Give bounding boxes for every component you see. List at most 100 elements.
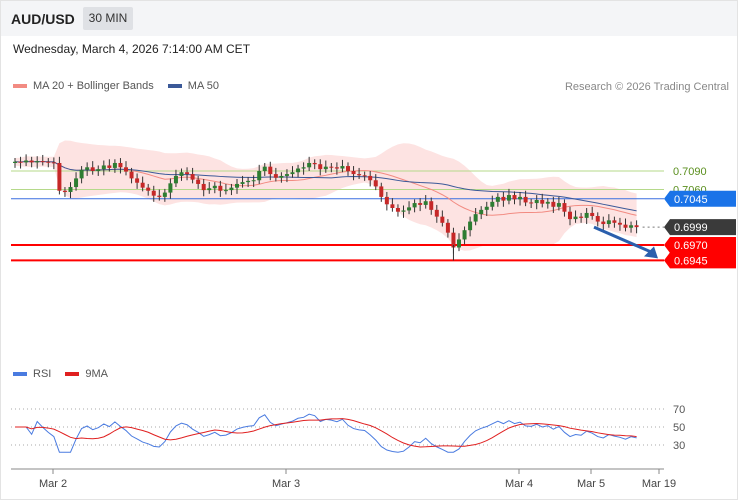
candle-up [473, 214, 478, 222]
candle-up [296, 168, 301, 173]
ma9-legend-label: 9MA [85, 368, 108, 380]
candle-down [362, 175, 367, 177]
candle-up [96, 169, 101, 171]
candle-up [162, 192, 167, 197]
candles-layer [13, 154, 639, 261]
candle-up [79, 169, 84, 179]
bb-legend-swatch [13, 84, 27, 88]
candle-up [207, 188, 212, 191]
legend-price: MA 20 + Bollinger Bands MA 50 [13, 80, 219, 92]
x-axis: Mar 2 Mar 3 Mar 4 Mar 5 Mar 19 [11, 468, 676, 490]
candle-up [506, 195, 511, 201]
candle-up [240, 182, 245, 184]
candle-down [185, 172, 190, 175]
candle-up [212, 185, 217, 189]
candle-up [584, 212, 589, 218]
candle-down [568, 211, 572, 220]
candle-up [518, 196, 523, 200]
candle-up [85, 167, 90, 170]
bollinger-band [15, 140, 637, 251]
candle-up [246, 180, 251, 183]
candle-up [74, 178, 79, 188]
candle-up [262, 166, 267, 171]
price-tag-text-0.6945: 0.6945 [674, 255, 708, 267]
candle-up [235, 183, 239, 188]
candle-up [173, 175, 178, 184]
credit-text: Research © 2026 Trading Central [564, 81, 729, 93]
candle-down [129, 171, 134, 179]
candle-up [279, 175, 284, 178]
price-tag-text-0.6999: 0.6999 [674, 222, 708, 234]
candle-down [201, 183, 206, 191]
forecast-arrow-layer [593, 225, 658, 259]
ma50-line [14, 161, 637, 212]
candle-down [373, 180, 378, 187]
candle-down [623, 224, 628, 228]
candle-down [273, 174, 278, 178]
candle-up [490, 201, 495, 207]
candle-up [556, 203, 561, 207]
rsi-tick-label: 30 [673, 440, 685, 452]
rsi-tick-label: 50 [673, 422, 685, 434]
ma50-legend-swatch [167, 84, 182, 88]
x-tick-label: Mar 19 [642, 478, 676, 490]
symbol-title: AUD/USD [11, 11, 75, 27]
forecast-arrow-head [644, 246, 658, 259]
candle-up [24, 160, 29, 163]
timeframe-badge[interactable]: 30 MIN [83, 7, 133, 30]
candle-down [390, 204, 395, 209]
candle-up [301, 167, 306, 169]
candle-up [179, 172, 184, 176]
candle-down [384, 196, 389, 205]
candle-down [540, 199, 545, 204]
candle-down [429, 201, 434, 210]
candle-down [29, 160, 34, 163]
candle-up [284, 174, 289, 176]
candle-up [101, 165, 106, 170]
timestamp: Wednesday, March 4, 2026 7:14:00 AM CET [13, 42, 251, 56]
candle-up [223, 190, 228, 192]
x-tick-label: Mar 5 [577, 478, 605, 490]
candle-down [140, 182, 145, 188]
candle-down [551, 201, 556, 207]
candle-down [196, 179, 201, 184]
level-label-0.7090: 0.7090 [673, 166, 707, 178]
candle-down [612, 220, 617, 223]
candle-up [534, 199, 539, 204]
candle-down [329, 166, 334, 168]
candle-down [595, 216, 600, 222]
candle-down [440, 216, 445, 223]
price-tag-0.6999 [664, 219, 736, 236]
candle-down [90, 167, 95, 171]
candle-down [268, 166, 273, 175]
candle-up [251, 180, 256, 182]
candle-down [501, 196, 506, 201]
candle-up [484, 206, 489, 210]
candle-down [334, 167, 339, 169]
candle-up [229, 187, 234, 191]
candle-down [107, 165, 112, 168]
candle-up [68, 187, 73, 192]
forecast-arrow-shaft [593, 225, 653, 254]
candle-up [307, 162, 312, 168]
candle-down [590, 212, 595, 217]
candle-up [468, 221, 473, 231]
bb-legend-label: MA 20 + Bollinger Bands [33, 80, 154, 92]
candle-up [479, 209, 484, 215]
candle-down [562, 203, 567, 212]
level-lines-layer [11, 170, 664, 262]
candle-up [13, 161, 17, 163]
candle-down [512, 195, 517, 200]
candle-down [312, 162, 317, 165]
candle-up [257, 171, 262, 181]
price-tag-text-0.7045: 0.7045 [674, 194, 708, 206]
candle-down [51, 162, 56, 164]
x-tick-label: Mar 3 [272, 478, 300, 490]
candle-down [529, 202, 534, 204]
candle-down [418, 203, 423, 205]
price-tag-0.7045 [664, 190, 736, 207]
candle-down [601, 221, 606, 225]
candle-up [462, 230, 467, 240]
price-tag-text-0.6970: 0.6970 [674, 240, 708, 252]
candle-down [146, 187, 151, 191]
